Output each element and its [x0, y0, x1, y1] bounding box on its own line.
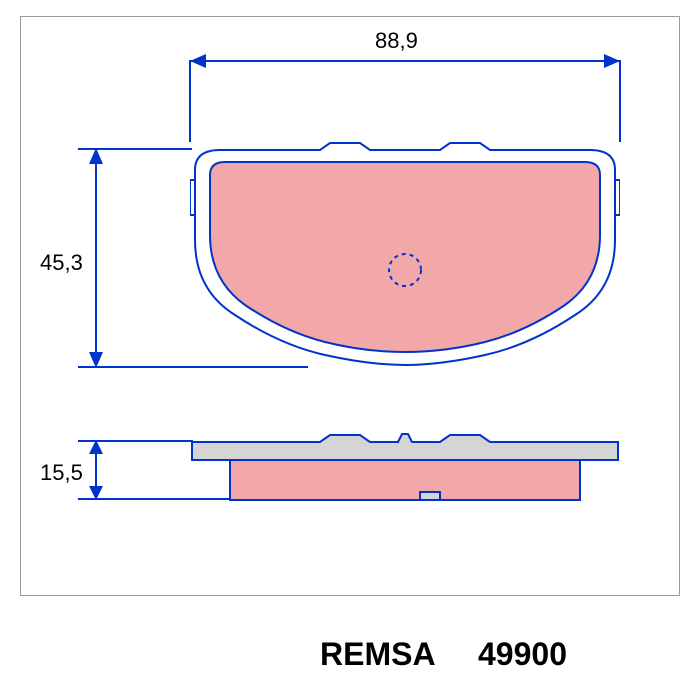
width-ext-left [189, 60, 191, 142]
width-ext-right [619, 60, 621, 142]
right-ear [615, 180, 620, 215]
side-backing-plate [192, 434, 618, 460]
height-dimension-label: 45,3 [40, 250, 83, 276]
width-dim-line [190, 60, 620, 62]
side-groove [420, 492, 440, 500]
brake-pad-side-view [190, 430, 620, 505]
part-number: 49900 [478, 636, 567, 673]
brand-name: REMSA [320, 636, 436, 673]
height-dim-line [95, 148, 97, 368]
left-ear [190, 180, 195, 215]
brake-pad-front-view [190, 140, 620, 374]
friction-surface [210, 162, 600, 352]
thick-arrow-top [89, 440, 103, 454]
width-arrow-left [190, 54, 206, 68]
thick-arrow-bottom [89, 486, 103, 500]
width-arrow-right [604, 54, 620, 68]
height-arrow-bottom [89, 352, 103, 368]
thickness-dimension-label: 15,5 [40, 460, 83, 486]
height-arrow-top [89, 148, 103, 164]
width-dimension-label: 88,9 [375, 28, 418, 54]
side-friction-layer [230, 460, 580, 500]
